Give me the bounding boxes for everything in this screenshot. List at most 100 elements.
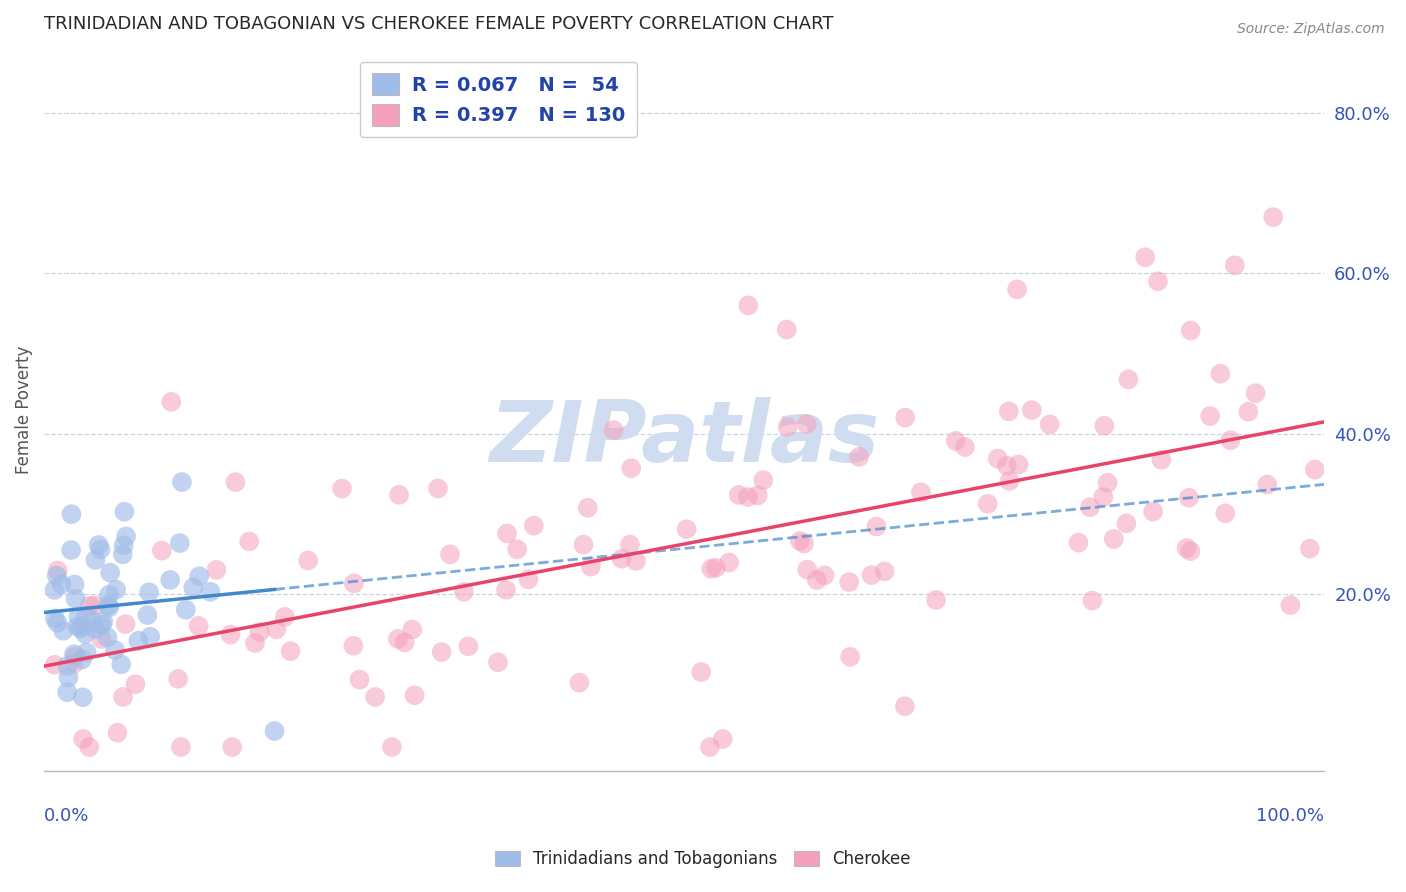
Point — [139, 630, 162, 644]
Point — [704, 561, 727, 575]
Point — [150, 543, 173, 558]
Point — [572, 538, 595, 552]
Point — [838, 574, 860, 589]
Point — [1303, 462, 1326, 476]
Point — [98, 566, 121, 580]
Point — [75, 608, 97, 623]
Point — [274, 610, 297, 624]
Point — [806, 573, 828, 587]
Point — [1147, 274, 1170, 288]
Point — [1209, 367, 1232, 381]
Point — [1078, 500, 1101, 515]
Point — [495, 582, 517, 597]
Point — [401, 623, 423, 637]
Point — [238, 534, 260, 549]
Point — [60, 507, 83, 521]
Text: 100.0%: 100.0% — [1257, 807, 1324, 825]
Point — [568, 675, 591, 690]
Point — [711, 731, 734, 746]
Point — [159, 573, 181, 587]
Point — [1081, 593, 1104, 607]
Point — [58, 670, 80, 684]
Point — [44, 582, 66, 597]
Point — [97, 598, 120, 612]
Point — [894, 410, 917, 425]
Point — [1150, 452, 1173, 467]
Point — [76, 645, 98, 659]
Point — [1299, 541, 1322, 556]
Point — [98, 588, 121, 602]
Point — [160, 394, 183, 409]
Point — [56, 685, 79, 699]
Point — [737, 298, 759, 312]
Point — [602, 423, 624, 437]
Point — [752, 473, 775, 487]
Point — [998, 474, 1021, 488]
Point — [115, 529, 138, 543]
Point — [112, 538, 135, 552]
Point — [297, 553, 319, 567]
Point — [381, 739, 404, 754]
Point — [953, 440, 976, 454]
Point — [813, 568, 835, 582]
Point — [945, 434, 967, 448]
Point — [111, 547, 134, 561]
Point — [624, 554, 647, 568]
Point — [46, 564, 69, 578]
Point — [506, 542, 529, 557]
Point — [87, 538, 110, 552]
Point — [114, 617, 136, 632]
Point — [243, 636, 266, 650]
Point — [457, 640, 479, 654]
Point — [576, 500, 599, 515]
Point — [167, 672, 190, 686]
Point — [52, 624, 75, 638]
Point — [105, 582, 128, 597]
Point — [1219, 434, 1241, 448]
Point — [737, 490, 759, 504]
Point — [1039, 417, 1062, 432]
Point — [579, 559, 602, 574]
Point — [174, 603, 197, 617]
Point — [72, 690, 94, 705]
Point — [1180, 544, 1202, 558]
Point — [1067, 535, 1090, 549]
Point — [77, 739, 100, 754]
Point — [860, 568, 883, 582]
Point — [925, 593, 948, 607]
Point — [136, 608, 159, 623]
Point — [342, 639, 364, 653]
Point — [1021, 403, 1043, 417]
Point — [1256, 477, 1278, 491]
Point — [84, 553, 107, 567]
Point — [839, 649, 862, 664]
Point — [107, 725, 129, 739]
Point — [1263, 210, 1285, 224]
Point — [523, 518, 546, 533]
Point — [263, 723, 285, 738]
Point — [1115, 516, 1137, 531]
Point — [987, 451, 1010, 466]
Point — [796, 563, 818, 577]
Point — [387, 632, 409, 646]
Point — [496, 526, 519, 541]
Point — [690, 665, 713, 679]
Point — [848, 450, 870, 464]
Point — [69, 621, 91, 635]
Point — [865, 519, 887, 533]
Point — [349, 673, 371, 687]
Point — [1178, 491, 1201, 505]
Point — [394, 635, 416, 649]
Point — [675, 522, 697, 536]
Point — [1244, 386, 1267, 401]
Point — [620, 461, 643, 475]
Point — [1237, 405, 1260, 419]
Text: TRINIDADIAN AND TOBAGONIAN VS CHEROKEE FEMALE POVERTY CORRELATION CHART: TRINIDADIAN AND TOBAGONIAN VS CHEROKEE F… — [44, 15, 834, 33]
Point — [330, 482, 353, 496]
Point — [188, 569, 211, 583]
Point — [83, 598, 105, 612]
Point — [70, 652, 93, 666]
Point — [75, 627, 97, 641]
Point — [439, 547, 461, 561]
Point — [1007, 458, 1029, 472]
